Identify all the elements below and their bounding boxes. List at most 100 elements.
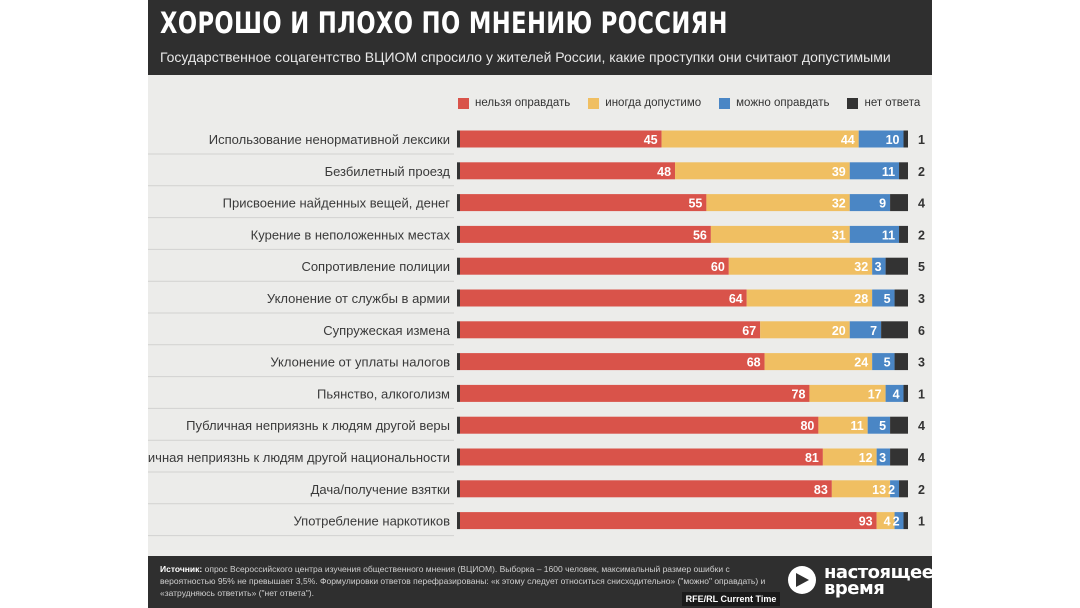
- bar-value-label: 5: [879, 419, 886, 433]
- no-answer-value-label: 1: [918, 387, 925, 401]
- legend-label: можно оправдать: [736, 97, 830, 109]
- bar-value-label: 48: [657, 165, 671, 179]
- no-answer-value-label: 2: [918, 483, 925, 497]
- bar-segment-3: [890, 448, 908, 466]
- header: ХОРОШО И ПЛОХО ПО МНЕНИЮ РОССИЯН Государ…: [148, 0, 932, 75]
- bar-segment-1: [876, 512, 895, 530]
- no-answer-value-label: 4: [918, 197, 925, 211]
- bar-start-marker: [457, 480, 460, 498]
- category-label: Публичная неприязнь к людям другой веры: [186, 418, 450, 433]
- bar-start-marker: [457, 321, 460, 339]
- bar-value-label: 56: [693, 228, 707, 242]
- bar-start-marker: [457, 257, 460, 275]
- bar-start-marker: [457, 448, 460, 466]
- bar-value-label: 4: [884, 515, 891, 529]
- bar-value-label: 68: [747, 356, 761, 370]
- category-label: Присвоение найденных вещей, денег: [223, 196, 451, 211]
- source-note: Источник: опрос Всероссийского центра из…: [160, 563, 770, 599]
- no-answer-value-label: 3: [918, 356, 925, 370]
- category-label: Сопротивление полиции: [301, 259, 450, 274]
- bar-value-label: 5: [884, 356, 891, 370]
- bar-segment-1: [809, 384, 886, 402]
- bar-segment-3: [885, 257, 908, 275]
- bar-segment-2: [849, 194, 891, 212]
- bar-segment-2: [872, 257, 886, 275]
- category-label: Супружеская измена: [323, 323, 451, 338]
- bar-segment-2: [872, 353, 895, 371]
- no-answer-value-label: 4: [918, 419, 925, 433]
- bar-start-marker: [457, 194, 460, 212]
- bar-value-label: 93: [859, 515, 873, 529]
- category-label: Уклонение от уплаты налогов: [270, 355, 450, 370]
- bar-segment-1: [675, 162, 850, 180]
- bar-segment-1: [818, 416, 868, 434]
- bar-start-marker: [457, 130, 460, 148]
- chart-title: ХОРОШО И ПЛОХО ПО МНЕНИЮ РОССИЯН: [160, 6, 728, 40]
- bar-value-label: 55: [688, 197, 702, 211]
- bar-segment-1: [760, 321, 850, 339]
- bar-segment-1: [831, 480, 891, 498]
- bar-value-label: 20: [832, 324, 846, 338]
- chart-subtitle: Государственное соцагентство ВЦИОМ спрос…: [160, 49, 891, 65]
- legend-item-0: нельзя оправдать: [458, 95, 570, 111]
- bar-segment-2: [885, 384, 904, 402]
- legend-label: нельзя оправдать: [475, 97, 571, 109]
- category-label: Уклонение от службы в армии: [267, 291, 450, 306]
- bar-value-label: 24: [854, 356, 868, 370]
- category-label: Публичная неприязнь к людям другой нацио…: [148, 450, 450, 465]
- bar-value-label: 39: [832, 165, 846, 179]
- bar-value-label: 32: [832, 197, 846, 211]
- bar-value-label: 7: [870, 324, 877, 338]
- footer: Источник: опрос Всероссийского центра из…: [148, 556, 932, 608]
- bar-value-label: 44: [841, 133, 855, 147]
- bar-segment-2: [849, 321, 882, 339]
- bar-segment-3: [899, 225, 908, 243]
- stacked-bar-chart: Использование ненормативной лексики 45 44 1…: [148, 130, 925, 537]
- legend-item-2: можно оправдать: [719, 95, 829, 111]
- bar-segment-0: [460, 416, 819, 434]
- bar-segment-3: [881, 321, 908, 339]
- bar-segment-0: [460, 289, 747, 307]
- legend-label: иногда допустимо: [605, 97, 702, 109]
- bar-value-label: 2: [888, 483, 895, 497]
- bar-value-label: 17: [868, 387, 882, 401]
- bar-value-label: 10: [886, 133, 900, 147]
- source-label: Источник:: [160, 564, 203, 574]
- legend-swatch: [588, 97, 600, 109]
- bar-value-label: 60: [711, 260, 725, 274]
- bar-segment-1: [728, 257, 873, 275]
- bar-value-label: 4: [893, 387, 900, 401]
- legend-swatch: [719, 97, 731, 109]
- bar-segment-2: [858, 130, 904, 148]
- bar-segment-0: [460, 130, 662, 148]
- category-label: Дача/получение взятки: [311, 482, 450, 497]
- bar-segment-0: [460, 257, 729, 275]
- play-logo-icon: [788, 566, 816, 594]
- legend-swatch: [458, 97, 469, 109]
- bar-value-label: 67: [742, 324, 756, 338]
- bar-segment-0: [460, 162, 676, 180]
- bar-value-label: 11: [882, 165, 895, 179]
- bar-segment-3: [903, 384, 908, 402]
- bar-segment-0: [460, 384, 810, 402]
- bar-value-label: 12: [859, 451, 873, 465]
- bar-segment-2: [867, 416, 891, 434]
- bar-start-marker: [457, 289, 460, 307]
- bar-segment-2: [872, 289, 895, 307]
- no-answer-value-label: 1: [918, 133, 925, 147]
- bar-segment-0: [460, 321, 761, 339]
- bar-segment-0: [460, 353, 765, 371]
- bar-segment-2: [894, 512, 904, 530]
- bar-segment-3: [890, 194, 908, 212]
- bar-start-marker: [457, 416, 460, 434]
- category-label: Употребление наркотиков: [294, 514, 451, 529]
- bar-value-label: 45: [644, 133, 658, 147]
- bar-value-label: 5: [884, 292, 891, 306]
- bar-segment-3: [890, 416, 908, 434]
- category-label: Курение в неположенных местах: [251, 227, 451, 242]
- no-answer-value-label: 2: [918, 165, 925, 179]
- legend-item-1: иногда допустимо: [588, 95, 701, 111]
- no-answer-value-label: 1: [918, 515, 925, 529]
- bar-value-label: 64: [729, 292, 743, 306]
- bar-segment-3: [894, 353, 908, 371]
